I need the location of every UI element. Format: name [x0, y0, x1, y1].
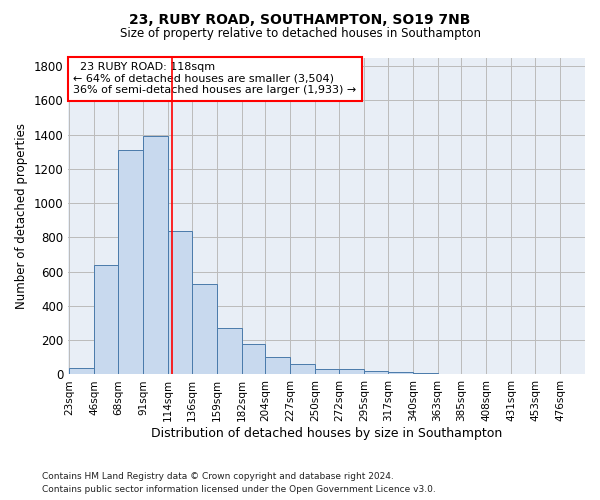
Bar [191, 284, 217, 374]
X-axis label: Distribution of detached houses by size in Southampton: Distribution of detached houses by size … [151, 427, 502, 440]
Text: 23 RUBY ROAD: 118sqm
← 64% of detached houses are smaller (3,504)
36% of semi-de: 23 RUBY ROAD: 118sqm ← 64% of detached h… [73, 62, 356, 96]
Bar [217, 328, 242, 374]
Bar [242, 344, 265, 374]
Y-axis label: Number of detached properties: Number of detached properties [15, 123, 28, 309]
Bar [413, 372, 437, 374]
Bar [118, 150, 143, 374]
Bar [388, 372, 413, 374]
Text: Size of property relative to detached houses in Southampton: Size of property relative to detached ho… [119, 28, 481, 40]
Bar [168, 230, 191, 374]
Bar [265, 358, 290, 374]
Bar [364, 371, 388, 374]
Bar [143, 136, 168, 374]
Bar [94, 265, 118, 374]
Bar [290, 364, 315, 374]
Bar [69, 368, 94, 374]
Bar [339, 370, 364, 374]
Bar [315, 370, 339, 374]
Text: Contains public sector information licensed under the Open Government Licence v3: Contains public sector information licen… [42, 485, 436, 494]
Text: Contains HM Land Registry data © Crown copyright and database right 2024.: Contains HM Land Registry data © Crown c… [42, 472, 394, 481]
Text: 23, RUBY ROAD, SOUTHAMPTON, SO19 7NB: 23, RUBY ROAD, SOUTHAMPTON, SO19 7NB [130, 12, 470, 26]
